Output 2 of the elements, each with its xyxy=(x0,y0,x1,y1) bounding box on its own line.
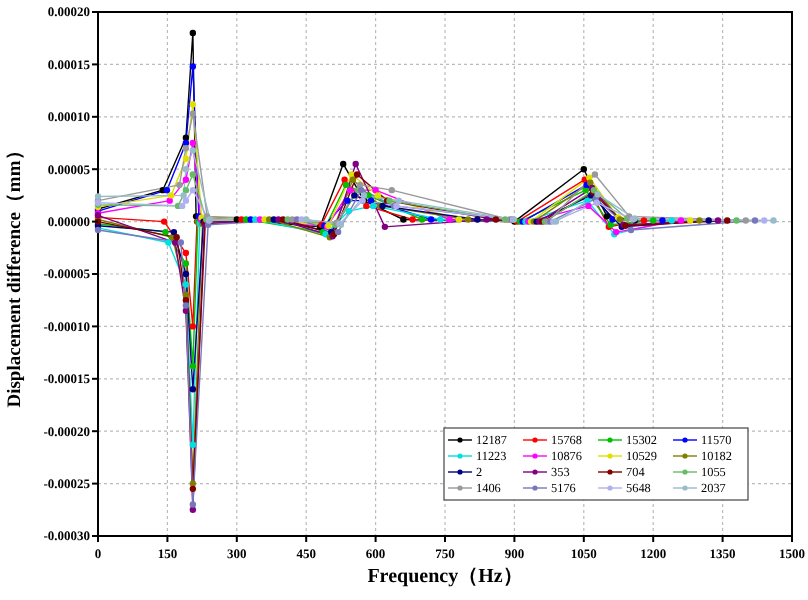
y-axis-title: Displacement difference（mm） xyxy=(4,140,26,408)
x-axis-title: Frequency（Hz） xyxy=(367,566,523,588)
